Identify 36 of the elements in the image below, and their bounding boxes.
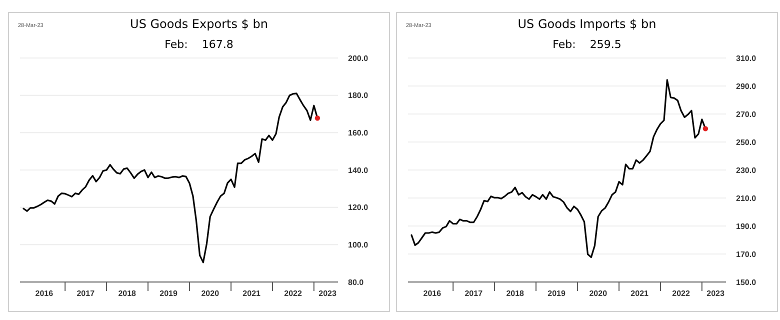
text: Feb: 167.8 bbox=[164, 38, 234, 51]
y-tick-label: 310.0 bbox=[736, 54, 757, 63]
x-tick-label: 2016 bbox=[35, 289, 54, 298]
y-tick-label: 180.0 bbox=[348, 91, 369, 100]
y-tick-label: 150.0 bbox=[736, 278, 757, 287]
y-tick-label: 250.0 bbox=[736, 138, 757, 147]
x-tick-label: 2019 bbox=[160, 289, 178, 298]
y-tick-label: 210.0 bbox=[736, 194, 757, 203]
x-tick-label: 2020 bbox=[201, 289, 220, 298]
x-tick-label: 2023 bbox=[706, 289, 725, 298]
y-tick-label: 230.0 bbox=[736, 166, 757, 175]
text: Feb: 259.5 bbox=[552, 38, 622, 51]
y-tick-label: 270.0 bbox=[736, 110, 757, 119]
x-tick-label: 2019 bbox=[548, 289, 566, 298]
y-tick-label: 100.0 bbox=[348, 240, 369, 250]
x-tick-label: 2017 bbox=[464, 289, 484, 298]
y-tick-label: 120.0 bbox=[348, 203, 369, 212]
y-tick-label: 160.0 bbox=[348, 128, 369, 138]
x-tick-label: 2022 bbox=[284, 289, 302, 298]
x-tick-label: 2023 bbox=[318, 289, 337, 298]
y-tick-label: 200.0 bbox=[348, 54, 369, 63]
x-tick-label: 2017 bbox=[76, 289, 96, 298]
x-tick-label: 2018 bbox=[506, 289, 525, 298]
y-tick-label: 170.0 bbox=[736, 250, 757, 259]
x-tick-label: 2018 bbox=[118, 289, 137, 298]
x-tick-label: 2021 bbox=[630, 289, 650, 298]
y-tick-label: 140.0 bbox=[348, 166, 369, 175]
x-tick-label: 2020 bbox=[589, 289, 608, 298]
x-tick-label: 2022 bbox=[672, 289, 690, 298]
y-tick-label: 290.0 bbox=[736, 82, 757, 91]
y-tick-label: 80.0 bbox=[348, 278, 364, 287]
x-tick-label: 2021 bbox=[242, 289, 262, 298]
y-tick-label: 190.0 bbox=[736, 222, 757, 231]
x-tick-label: 2016 bbox=[423, 289, 442, 298]
chart-title: US Goods Imports $ bn bbox=[518, 17, 656, 31]
chart-title: US Goods Exports $ bn bbox=[130, 17, 268, 31]
